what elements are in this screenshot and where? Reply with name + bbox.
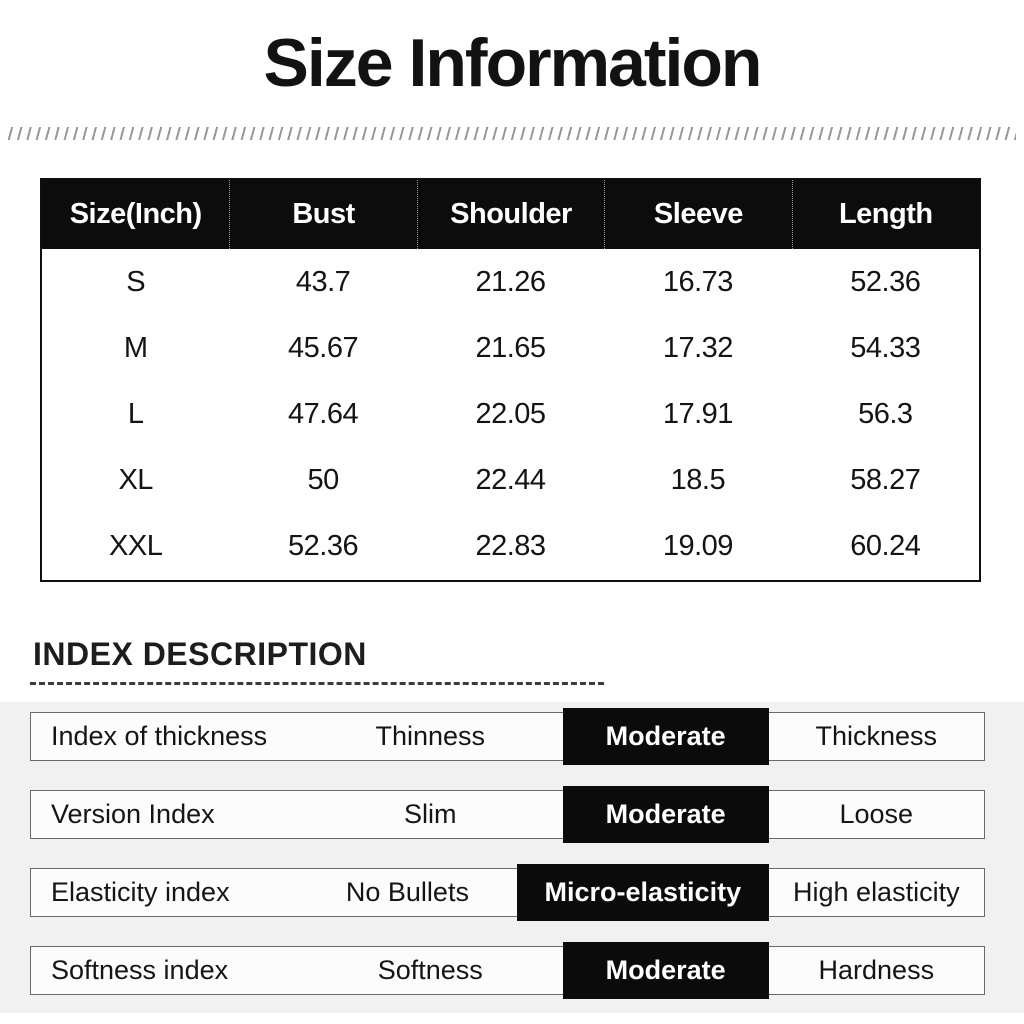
index-row-version: Version Index Slim Moderate Loose <box>30 786 985 843</box>
index-option-selected: Moderate <box>562 786 769 843</box>
index-option-left: No Bullets <box>345 877 469 907</box>
page-title: Size Information <box>263 25 763 101</box>
index-row-label: Elasticity index <box>51 877 230 907</box>
hatched-divider <box>8 127 1016 140</box>
index-option-left: Slim <box>404 799 457 829</box>
index-row-label: Version Index <box>51 799 215 829</box>
cell-length: 60.24 <box>850 529 921 562</box>
table-row-l: L 47.64 22.05 17.91 56.3 <box>42 381 979 447</box>
cell-bust: 50 <box>307 463 339 496</box>
cell-shoulder: 22.05 <box>475 397 546 430</box>
index-option-right: High elasticity <box>793 877 960 907</box>
table-row-xxl: XXL 52.36 22.83 19.09 60.24 <box>42 513 979 579</box>
index-option-left: Softness <box>377 955 483 985</box>
index-row-thickness: Index of thickness Thinness Moderate Thi… <box>30 708 985 765</box>
header-cell-shoulder: Shoulder <box>416 180 604 249</box>
table-row-m: M 45.67 21.65 17.32 54.33 <box>42 315 979 381</box>
index-option-selected: Micro-elasticity <box>517 864 769 921</box>
cell-shoulder: 22.83 <box>475 529 546 562</box>
index-row-label: Softness index <box>51 955 229 985</box>
cell-sleeve: 17.32 <box>662 331 734 364</box>
index-option-selected: Moderate <box>562 708 769 765</box>
index-option-right: Hardness <box>818 955 935 985</box>
size-table: Size(Inch) Bust Shoulder Sleeve Length S… <box>40 178 981 582</box>
dashed-divider <box>30 682 604 685</box>
index-row-label: Index of thickness <box>51 721 268 751</box>
cell-sleeve: 16.73 <box>662 265 734 298</box>
cell-size: L <box>127 397 144 430</box>
cell-sleeve: 19.09 <box>662 529 734 562</box>
cell-shoulder: 22.44 <box>475 463 546 496</box>
index-row-elasticity: Elasticity index No Bullets Micro-elasti… <box>30 864 985 921</box>
header-cell-size: Size(Inch) <box>69 198 202 230</box>
cell-size: XL <box>118 463 153 496</box>
cell-size: XXL <box>109 529 163 562</box>
cell-length: 54.33 <box>850 331 921 364</box>
cell-length: 56.3 <box>858 397 913 430</box>
cell-shoulder: 21.65 <box>475 331 546 364</box>
table-row-s: S 43.7 21.26 16.73 52.36 <box>42 249 979 315</box>
index-option-left: Thinness <box>375 721 486 751</box>
cell-sleeve: 17.91 <box>662 397 734 430</box>
cell-size: M <box>123 331 148 364</box>
index-option-right: Loose <box>839 799 914 829</box>
table-row-xl: XL 50 22.44 18.5 58.27 <box>42 447 979 513</box>
size-table-header-row: Size(Inch) Bust Shoulder Sleeve Length <box>42 180 979 249</box>
index-row-softness: Softness index Softness Moderate Hardnes… <box>30 942 985 999</box>
cell-size: S <box>126 265 146 298</box>
cell-bust: 45.67 <box>288 331 359 364</box>
index-option-selected: Moderate <box>562 942 769 999</box>
cell-bust: 47.64 <box>288 397 359 430</box>
cell-shoulder: 21.26 <box>475 265 546 298</box>
index-description-heading: INDEX DESCRIPTION <box>33 636 367 672</box>
header-cell-sleeve: Sleeve <box>604 180 791 249</box>
header-cell-bust: Bust <box>229 180 416 249</box>
cell-bust: 43.7 <box>295 265 351 298</box>
cell-length: 52.36 <box>850 265 921 298</box>
cell-sleeve: 18.5 <box>670 463 726 496</box>
cell-length: 58.27 <box>850 463 921 496</box>
index-option-right: Thickness <box>815 721 938 751</box>
cell-bust: 52.36 <box>288 529 359 562</box>
header-cell-length: Length <box>791 180 979 249</box>
